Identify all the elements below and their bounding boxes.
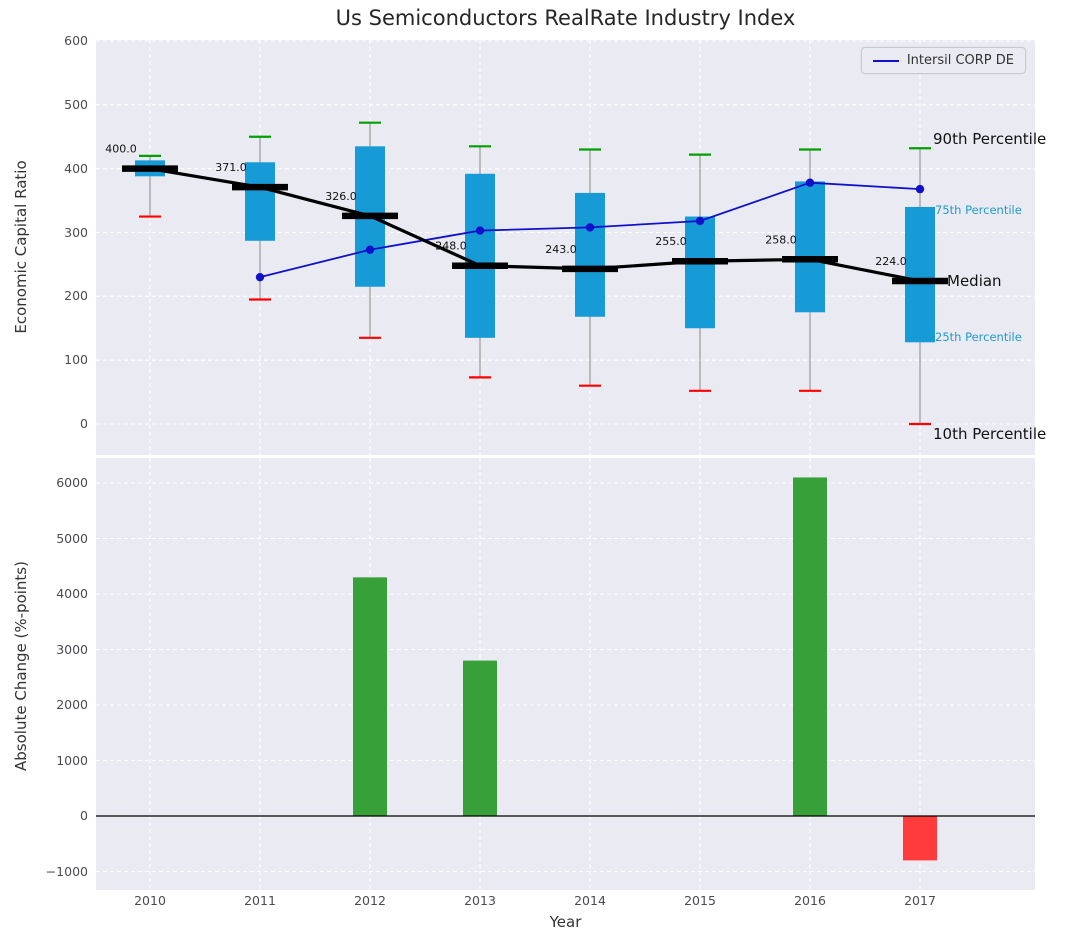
company-series-point: [915, 184, 925, 194]
median-value-label: 326.0: [325, 190, 357, 203]
percentile-annotation: 90th Percentile: [933, 129, 1047, 148]
y-tick-label-bottom: 5000: [56, 530, 88, 546]
x-tick-label: 2014: [574, 893, 606, 908]
y-tick-label-top: 200: [64, 288, 88, 304]
chart-title: Us Semiconductors RealRate Industry Inde…: [335, 6, 796, 30]
company-series-point: [255, 272, 265, 282]
iqr-box: [905, 206, 935, 343]
y-axis-label-bottom: Absolute Change (%-points): [12, 561, 30, 771]
iqr-box: [685, 216, 715, 329]
y-tick-label-top: 600: [64, 33, 88, 48]
median-value-label: 243.0: [545, 243, 577, 256]
bar-panel: [96, 458, 1035, 890]
bar-canvas: [96, 458, 1035, 890]
x-tick-label: 2010: [134, 893, 166, 908]
iqr-box: [795, 181, 825, 313]
x-tick-label: 2017: [904, 893, 936, 908]
y-tick-label-bottom: 0: [80, 808, 88, 823]
legend-label: Intersil CORP DE: [906, 53, 1014, 68]
y-tick-label-top: 100: [64, 352, 88, 368]
legend: Intersil CORP DE: [860, 47, 1026, 74]
bar-positive: [793, 477, 827, 816]
x-tick-label: 2015: [684, 893, 716, 908]
percentile-annotation: 75th Percentile: [935, 203, 1022, 218]
x-axis-label: Year: [549, 913, 582, 931]
x-tick-label: 2011: [244, 893, 276, 908]
median-value-label: 258.0: [765, 233, 797, 246]
legend-line-icon: [872, 59, 899, 62]
percentile-annotation: 25th Percentile: [935, 330, 1022, 345]
company-series-point: [475, 226, 485, 235]
boxplot-canvas: 400.0 371.0 326.0 248.0 243.0 255.0 258.0 224.0: [96, 40, 1035, 455]
y-tick-label-bottom: 2000: [56, 697, 88, 712]
median-value-label: 371.0: [215, 161, 247, 174]
company-series-point: [585, 223, 595, 232]
y-tick-label-top: 500: [64, 96, 88, 112]
y-tick-label-bottom: 3000: [56, 641, 88, 657]
company-series-point: [805, 178, 815, 187]
y-tick-label-top: 300: [64, 224, 88, 240]
iqr-box: [465, 173, 495, 338]
y-tick-label-bottom: 4000: [56, 586, 88, 601]
percentile-annotation: 10th Percentile: [933, 425, 1047, 444]
y-axis-label-top: Economic Capital Ratio: [12, 160, 30, 334]
median-value-label: 400.0: [105, 143, 137, 156]
median-value-label: 248.0: [435, 240, 467, 253]
percentile-annotation: Median: [947, 272, 1002, 291]
y-tick-label-bottom: 1000: [56, 752, 88, 768]
median-value-label: 224.0: [875, 255, 907, 268]
bar-positive: [463, 660, 497, 816]
median-value-label: 255.0: [655, 235, 687, 248]
company-series-point: [695, 216, 705, 226]
iqr-box: [575, 192, 605, 317]
y-tick-label-bottom: −1000: [45, 863, 88, 879]
x-tick-label: 2013: [464, 893, 496, 908]
x-tick-label: 2016: [794, 893, 826, 908]
company-series-point: [365, 245, 375, 254]
bar-negative: [903, 816, 937, 861]
y-tick-label-top: 0: [80, 416, 88, 431]
y-tick-label-bottom: 6000: [56, 475, 88, 490]
boxplot-panel: 400.0 371.0 326.0 248.0 243.0 255.0 258.0 224.0…: [96, 40, 1035, 455]
y-tick-label-top: 400: [64, 160, 88, 176]
x-tick-label: 2012: [354, 893, 386, 908]
bar-positive: [353, 577, 387, 816]
iqr-box: [245, 162, 275, 241]
